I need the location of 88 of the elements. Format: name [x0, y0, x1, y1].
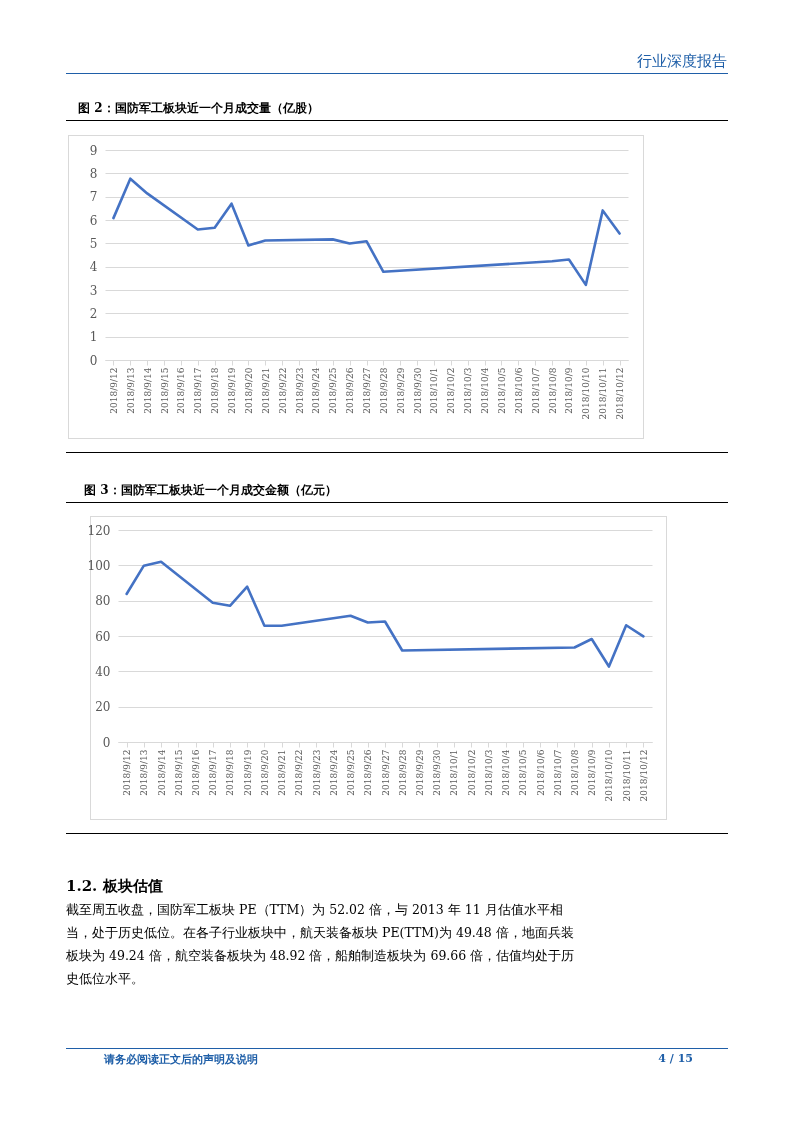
x-tick-label: 2018/10/2 [446, 367, 457, 414]
chart-title: 图 2：国防军工板块近一个月成交量（亿股） [78, 100, 319, 117]
x-tick-label: 2018/9/23 [294, 367, 305, 414]
chart-title: 图 3：国防军工板块近一个月成交金额（亿元） [84, 482, 337, 499]
line-series [112, 177, 621, 287]
y-tick-label: 0 [102, 735, 111, 750]
x-tick-label: 2018/10/12 [615, 367, 626, 420]
y-tick-label: 40 [95, 664, 111, 679]
x-tick-label: 2018/10/8 [547, 367, 558, 414]
x-tick-label: 2018/10/7 [530, 367, 541, 414]
x-tick-label: 2018/9/14 [156, 749, 167, 796]
x-tick-label: 2018/10/5 [518, 749, 529, 796]
x-tick-label: 2018/9/12 [108, 367, 119, 414]
x-tick-label: 2018/10/9 [587, 749, 598, 796]
x-tick-label: 2018/10/10 [604, 749, 615, 802]
x-tick-label: 2018/9/29 [395, 367, 406, 414]
x-tick-label: 2018/9/18 [210, 367, 221, 414]
x-tick-label: 2018/10/6 [513, 367, 524, 414]
x-tick-label: 2018/9/20 [243, 367, 254, 414]
x-tick-label: 2018/10/5 [496, 367, 507, 414]
x-tick-label: 2018/9/20 [259, 749, 270, 796]
x-tick-label: 2018/9/28 [397, 749, 408, 796]
x-tick-label: 2018/9/27 [380, 749, 391, 796]
x-tick-label: 2018/10/11 [598, 367, 609, 420]
x-tick-label: 2018/10/4 [480, 367, 491, 414]
x-tick-label: 2018/10/8 [569, 749, 580, 796]
x-tick-label: 2018/10/7 [552, 749, 563, 796]
x-tick-label: 2018/10/6 [535, 749, 546, 796]
y-tick-label: 100 [87, 558, 111, 573]
text: 4 / 15 [658, 1052, 693, 1065]
x-tick-label: 2018/10/1 [449, 749, 460, 796]
x-tick-label: 2018/9/23 [311, 749, 322, 796]
x-tick-label: 2018/9/13 [139, 749, 150, 796]
line-series [125, 560, 645, 668]
x-tick-label: 2018/9/21 [277, 749, 288, 796]
x-tick-label: 2018/9/24 [311, 367, 322, 414]
x-tick-label: 2018/9/16 [191, 749, 202, 796]
y-tick-label: 6 [89, 213, 98, 228]
x-tick-label: 2018/9/12 [122, 749, 133, 796]
x-tick-label: 2018/9/21 [260, 367, 271, 414]
x-tick-label: 2018/10/12 [638, 749, 649, 802]
x-tick-label: 2018/9/30 [432, 749, 443, 796]
x-tick-label: 2018/9/25 [346, 749, 357, 796]
x-tick-label: 2018/9/16 [176, 367, 187, 414]
text: 行业深度报告 [637, 52, 727, 71]
text: 截至周五收盘，国防军工板块 PE（TTM）为 52.02 倍，与 2013 年 11 月估值水平相当，处于历史低位。在各子行业板块中，航天装备板块 PE(TTM)为 49.48 倍，地面兵装板块为 49.24 倍，航空装备板块为 48.92 倍，船舶制造板块为 69.66 倍，估值均处于历史低位水平。 [66, 901, 576, 988]
text: 请务必阅读正文后的声明及说明 [104, 1052, 258, 1067]
x-tick-label: 2018/9/17 [208, 749, 219, 796]
y-tick-label: 0 [89, 353, 98, 368]
x-tick-label: 2018/9/17 [193, 367, 204, 414]
x-tick-label: 2018/9/26 [363, 749, 374, 796]
x-tick-label: 2018/9/13 [125, 367, 136, 414]
x-tick-label: 2018/10/3 [483, 749, 494, 796]
x-tick-label: 2018/9/22 [294, 749, 305, 796]
y-tick-label: 120 [87, 523, 111, 538]
x-tick-label: 2018/10/11 [621, 749, 632, 802]
x-tick-label: 2018/9/25 [328, 367, 339, 414]
y-tick-label: 4 [89, 260, 98, 275]
x-tick-label: 2018/9/15 [173, 749, 184, 796]
x-tick-label: 2018/10/4 [501, 749, 512, 796]
x-tick-label: 2018/9/15 [159, 367, 170, 414]
x-tick-label: 2018/9/30 [412, 367, 423, 414]
x-tick-label: 2018/9/18 [225, 749, 236, 796]
y-tick-label: 20 [95, 700, 111, 715]
x-tick-label: 2018/10/2 [466, 749, 477, 796]
x-tick-label: 2018/9/24 [328, 749, 339, 796]
y-tick-label: 1 [89, 330, 98, 345]
x-tick-label: 2018/10/9 [564, 367, 575, 414]
y-tick-label: 3 [89, 283, 98, 298]
y-tick-label: 8 [89, 166, 98, 181]
x-tick-label: 2018/10/1 [429, 367, 440, 414]
x-tick-label: 2018/10/3 [463, 367, 474, 414]
x-tick-label: 2018/9/29 [414, 749, 425, 796]
x-tick-label: 2018/9/22 [277, 367, 288, 414]
text: 1.2. 板块估值 [66, 877, 163, 896]
x-tick-label: 2018/9/19 [227, 367, 238, 414]
x-tick-label: 2018/9/26 [345, 367, 356, 414]
x-tick-label: 2018/9/28 [378, 367, 389, 414]
y-tick-label: 2 [89, 306, 98, 321]
x-tick-label: 2018/9/14 [142, 367, 153, 414]
y-tick-label: 5 [89, 236, 98, 251]
y-tick-label: 80 [95, 594, 111, 609]
x-tick-label: 2018/9/27 [362, 367, 372, 414]
x-tick-label: 2018/10/10 [581, 367, 592, 420]
y-tick-label: 7 [89, 190, 98, 205]
y-tick-label: 60 [95, 629, 111, 644]
x-tick-label: 2018/9/19 [242, 749, 253, 796]
y-tick-label: 9 [89, 143, 98, 158]
